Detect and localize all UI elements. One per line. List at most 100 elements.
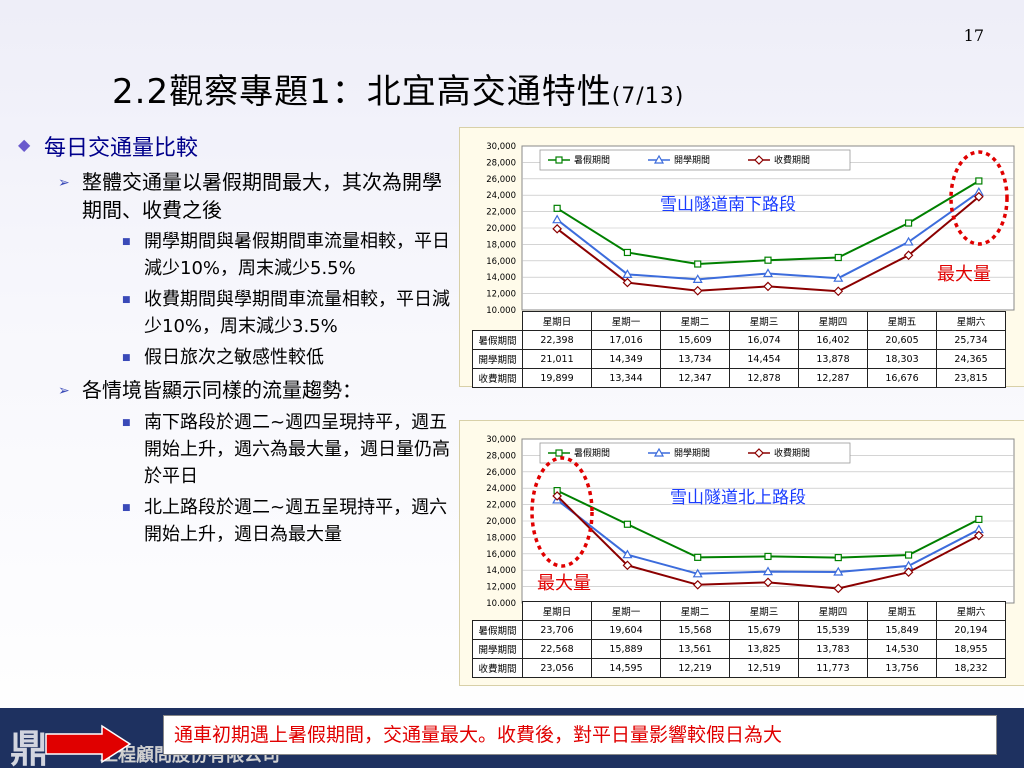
y-tick-label: 14,000 [486,566,516,576]
highlight-ellipse [949,150,1009,246]
x-category-label: 星期二 [660,311,730,331]
legend-label: 收費期間 [774,154,810,166]
x-category-label: 星期五 [867,311,937,331]
bullet-level3: ■ 南下路段於週二~週四呈現持平，週五開始上升，週六為最大量，週日量仍高於平日 [122,409,458,490]
square-bullet-icon: ■ [122,503,131,513]
red-arrow-icon [45,724,132,764]
bullet-level3: ■ 北上路段於週二~週五呈現持平，週六開始上升，週日為最大量 [122,494,458,548]
bullet-text: 收費期間與學期間車流量相較，平日減少10%，周末減少3.5% [144,289,450,337]
data-point [552,491,562,501]
data-value-cell: 16,676 [867,368,937,388]
y-tick-label: 16,000 [486,257,516,267]
square-bullet-icon: ■ [122,418,131,428]
y-tick-label: 18,000 [486,533,516,543]
data-value-cell: 13,344 [591,368,661,388]
data-point [692,579,703,590]
diamond-bullet-icon: ◆ [18,135,31,154]
square-bullet-icon: ■ [122,237,131,247]
data-point [833,566,844,576]
table-row: 開學期間 21,011 14,349 13,734 14,454 13,878 18,303… [472,349,1006,369]
data-value-cell: 24,365 [936,349,1006,369]
data-point [694,260,702,268]
data-point [622,549,633,559]
bullet-level3: ■ 開學期間與暑假期間車流量相較，平日減少10%，周末減少5.5% [122,228,458,282]
bullet-text: 各情境皆顯示同樣的流量趨勢： [82,378,362,402]
data-value-cell: 15,849 [867,620,937,640]
arrow-bullet-icon: ➢ [58,383,70,399]
segment-label-southbound: 雪山隧道南下路段 [660,195,796,215]
bullet-level3: ■ 假日旅次之敏感性較低 [122,344,458,372]
y-tick-label: 28,000 [486,158,516,168]
legend-label: 開學期間 [674,447,710,459]
data-value-cell: 15,679 [729,620,799,640]
data-point [763,281,773,292]
data-point [622,560,633,571]
data-value-cell: 14,349 [591,349,661,369]
data-point [762,566,774,576]
bullet-level2: ➢ 各情境皆顯示同樣的流量趨勢： [58,376,458,405]
data-value-cell: 12,287 [798,368,868,388]
series-name-cell: 暑假期間 [472,620,523,640]
y-tick-label: 20,000 [486,224,516,234]
data-value-cell: 15,889 [591,639,661,659]
data-value-cell: 22,568 [522,639,592,659]
y-tick-label: 22,000 [486,501,516,511]
x-category-label: 星期一 [591,601,661,621]
data-point [762,268,774,278]
data-point [833,272,844,282]
data-value-cell: 19,604 [591,620,661,640]
square-bullet-icon: ■ [122,353,131,363]
data-point [833,583,844,594]
x-category-label: 星期日 [522,311,592,331]
table-corner [472,311,523,331]
bullet-text: 北上路段於週二~週五呈現持平，週六開始上升，週日為最大量 [144,497,448,545]
data-value-cell: 19,899 [522,368,592,388]
data-table-southbound: 星期日 星期一 星期二 星期三 星期四 星期五 星期六 暑假期間 22,398 17,016 15,… [472,311,1006,388]
y-tick-label: 12,000 [486,583,516,593]
table-header-row: 星期日 星期一 星期二 星期三 星期四 星期五 星期六 [472,311,1006,331]
conclusion-note: 通車初期遇上暑假期間，交通量最大。收費後，對平日量影響較假日為大 [163,715,997,755]
bullet-text: 整體交通量以暑假期間最大，其次為開學期間、收費之後 [82,170,442,222]
data-value-cell: 15,539 [798,620,868,640]
data-point [692,274,703,283]
legend-marker [754,155,764,165]
data-value-cell: 13,825 [729,639,799,659]
data-point [834,253,842,262]
page-number: 17 [963,26,984,45]
x-category-label: 星期六 [936,311,1006,331]
square-bullet-icon: ■ [122,295,131,305]
table-row: 暑假期間 22,398 17,016 15,609 16,074 16,402 20,605… [472,330,1006,350]
series-name-cell: 暑假期間 [472,330,523,350]
data-point [975,177,983,185]
chart-panel-southbound: 10,000 12,000 14,000 16,000 18,000 20,000 22,0… [459,127,1024,388]
legend-marker [555,156,563,164]
data-value-cell: 13,561 [660,639,730,659]
x-category-label: 星期四 [798,311,868,331]
table-header-row: 星期日 星期一 星期二 星期三 星期四 星期五 星期六 [472,601,1006,621]
table-corner [472,601,523,621]
y-tick-label: 24,000 [486,191,516,201]
data-value-cell: 22,398 [522,330,592,350]
bullet-level3: ■ 收費期間與學期間車流量相較，平日減少10%，周末減少3.5% [122,286,458,340]
table-row: 收費期間 23,056 14,595 12,219 12,519 11,773 13,756… [472,658,1006,678]
data-value-cell: 18,303 [867,349,937,369]
data-value-cell: 20,605 [867,330,937,350]
y-tick-label: 28,000 [486,451,516,461]
data-point [623,520,632,528]
data-value-cell: 18,232 [936,658,1006,678]
data-value-cell: 17,016 [591,330,661,350]
legend-label: 開學期間 [674,154,710,166]
max-label-southbound: 最大量 [937,264,991,285]
data-value-cell: 14,595 [591,658,661,678]
y-tick-label: 16,000 [486,550,516,560]
data-value-cell: 15,568 [660,620,730,640]
data-value-cell: 23,815 [936,368,1006,388]
x-category-label: 星期日 [522,601,592,621]
data-point [552,223,562,234]
x-category-label: 星期一 [591,311,661,331]
x-category-label: 星期三 [729,311,799,331]
data-value-cell: 12,878 [729,368,799,388]
series-name-cell: 開學期間 [472,349,523,369]
data-value-cell: 20,194 [936,620,1006,640]
data-point [622,269,633,278]
